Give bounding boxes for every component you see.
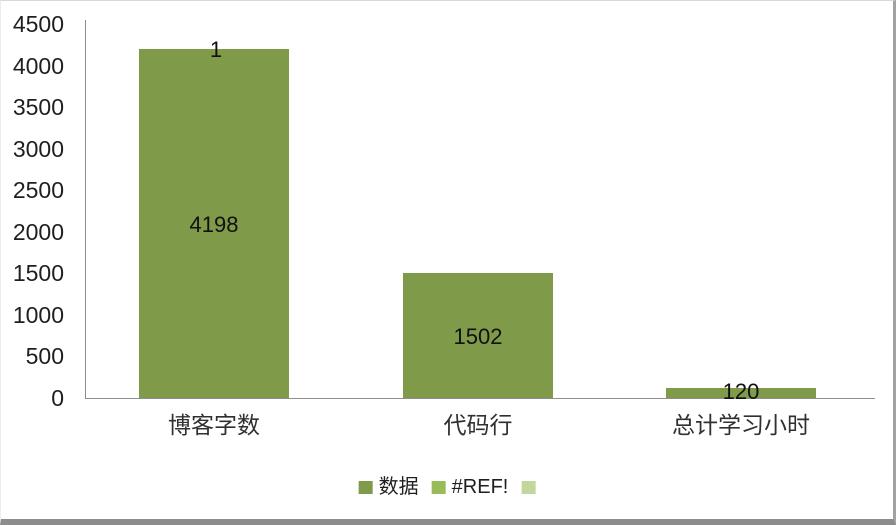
y-tick-label: 0: [51, 385, 64, 411]
x-category-label: 博客字数: [168, 412, 260, 438]
legend-color-swatch: [358, 480, 373, 494]
legend-color-swatch: [431, 480, 446, 494]
y-tick-label: 3000: [12, 135, 64, 162]
y-tick-label: 2500: [12, 177, 64, 204]
y-tick-label: 2000: [12, 218, 64, 245]
y-axis-line: [85, 20, 86, 399]
legend-color-swatch: [521, 480, 536, 494]
legend-item-label: 数据: [378, 476, 419, 498]
y-tick-label: 1500: [12, 260, 64, 287]
bar-1[interactable]: [403, 273, 553, 398]
legend-item-empty[interactable]: [521, 480, 536, 494]
x-category-label: 代码行: [443, 412, 513, 438]
x-category-label: 总计学习小时: [672, 412, 810, 438]
bar-0[interactable]: [139, 49, 289, 398]
y-tick-label: 1000: [12, 301, 64, 328]
bar-value-label: 1502: [453, 323, 503, 349]
y-tick-label: 4000: [12, 52, 64, 79]
legend-item-data[interactable]: 数据: [358, 474, 419, 500]
bar-value-label: 120: [722, 379, 760, 405]
legend-item-ref-error[interactable]: #REF!: [431, 474, 509, 500]
bar-2[interactable]: [666, 388, 816, 398]
bar-value-label: 4198: [189, 211, 239, 237]
y-tick-label: 4500: [12, 11, 64, 37]
y-tick-label: 500: [25, 343, 64, 370]
legend-item-label: #REF!: [451, 476, 509, 498]
legend: 数据 #REF!: [358, 474, 536, 500]
y-tick-label: 3500: [12, 94, 64, 121]
x-axis-line: [85, 398, 875, 399]
stacked-segment-label: 1: [209, 37, 223, 63]
